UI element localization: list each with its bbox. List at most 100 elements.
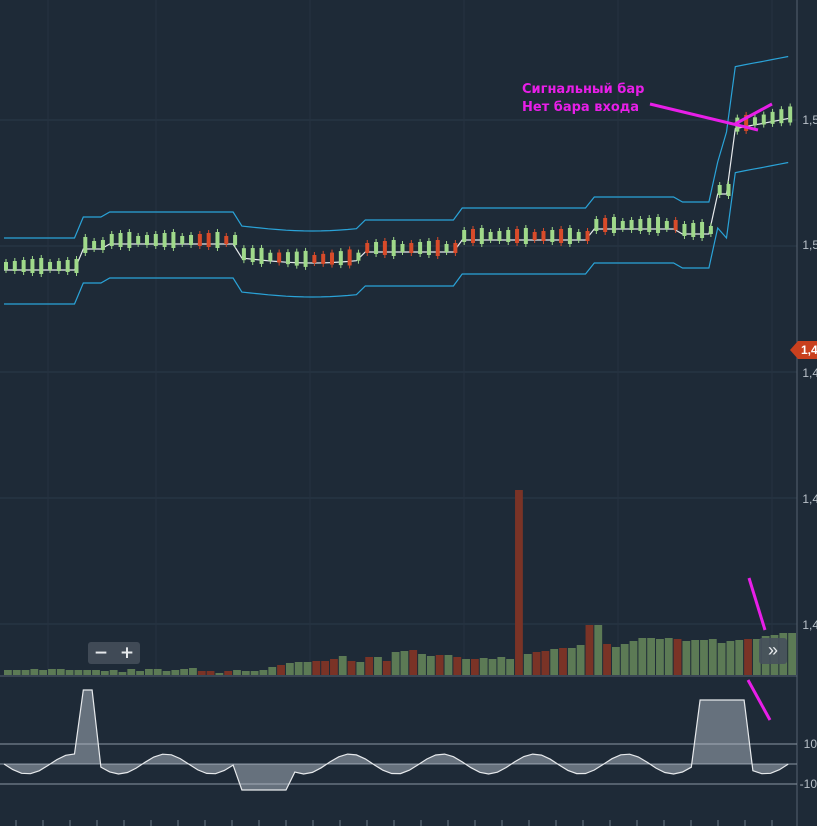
volume-bar <box>189 668 197 675</box>
volume-bar <box>30 669 39 675</box>
candle-body <box>189 235 194 245</box>
price-axis-label-2: 1,5 <box>802 238 817 252</box>
volume-bar <box>382 661 391 675</box>
zoom-controls: − + <box>88 642 140 664</box>
zoom-out-button[interactable]: − <box>93 642 109 663</box>
candle-body <box>136 236 141 244</box>
price-axis-label-3: 1,4 <box>802 366 817 380</box>
zoom-in-button[interactable]: + <box>119 642 135 663</box>
candle-body <box>206 233 211 247</box>
candle-body <box>153 234 158 246</box>
volume-bar <box>488 659 497 675</box>
volume-bar <box>224 671 233 675</box>
volume-bar <box>717 643 726 675</box>
candle-body <box>65 260 70 272</box>
volume-bar <box>100 671 109 675</box>
candle-body <box>400 244 405 252</box>
candle-body <box>603 218 608 232</box>
volume-bar <box>285 663 294 675</box>
volume-bar <box>347 661 356 675</box>
candle-body <box>12 261 17 271</box>
candle-body <box>470 229 475 243</box>
candle-body <box>409 243 414 253</box>
candle-body <box>48 262 53 270</box>
volume-bar <box>4 670 12 675</box>
volume-bar <box>162 671 171 675</box>
candle-body <box>664 221 669 229</box>
candle-body <box>180 236 185 244</box>
candle-body <box>330 252 335 265</box>
volume-bar <box>180 669 189 675</box>
volume-bar <box>206 671 215 675</box>
volume-bar <box>708 639 717 675</box>
volume-bar <box>744 639 752 675</box>
candle-body <box>788 106 793 123</box>
candle-body <box>779 109 784 124</box>
current-price-tag: 1,4 <box>790 341 817 359</box>
volume-bar <box>118 672 127 675</box>
signal-bar-annotation: Сигнальный бар <box>522 82 645 97</box>
volume-bar <box>92 670 100 675</box>
volume-bar <box>506 659 515 675</box>
volume-bar <box>233 670 241 675</box>
price-axis-label-4: 1,4 <box>802 492 817 506</box>
volume-bar <box>338 656 347 675</box>
volume-bar <box>259 670 268 675</box>
price-axis-label-5: 1,4 <box>802 618 817 632</box>
candle-body <box>444 244 449 252</box>
osc-arrow <box>746 679 772 721</box>
volume-bar <box>294 662 303 675</box>
volume-bar <box>400 651 409 675</box>
candle-body <box>303 250 308 267</box>
volume-bar <box>585 625 594 675</box>
volume-bar <box>497 657 506 675</box>
middle-band <box>4 117 789 271</box>
candle-body <box>550 230 555 242</box>
candle-body <box>541 231 546 241</box>
volume-bar <box>127 669 136 675</box>
volume-bar <box>109 670 118 675</box>
candle-body <box>726 184 731 196</box>
candle-body <box>418 242 423 254</box>
candle-body <box>144 235 149 245</box>
volume-bar <box>144 669 153 675</box>
volume-bar <box>700 640 708 675</box>
volume-bar <box>277 665 285 675</box>
volume-arrow <box>747 577 767 631</box>
volume-bar <box>523 654 532 675</box>
candle-body <box>559 229 564 243</box>
volume-bar <box>250 671 259 675</box>
candle-body <box>515 229 520 243</box>
volume-bar <box>673 639 682 675</box>
volume-bar <box>532 652 541 675</box>
scroll-right-button[interactable]: » <box>759 638 787 664</box>
volume-bar <box>153 669 162 675</box>
candle-body <box>365 243 370 253</box>
candle-body <box>277 252 282 263</box>
candle-body <box>453 243 458 253</box>
volume-bar <box>788 633 796 675</box>
volume-bar <box>576 645 585 675</box>
candle-body <box>682 224 687 236</box>
no-entry-bar-annotation: Нет бара входа <box>522 100 640 115</box>
volume-bar <box>603 644 611 675</box>
candle-body <box>629 220 634 230</box>
candle-body <box>92 241 97 249</box>
candle-body <box>109 234 114 246</box>
candle-body <box>656 217 661 233</box>
candle-body <box>647 218 652 232</box>
volume-bar <box>409 650 418 675</box>
osc-line <box>3 689 789 791</box>
volume-bar <box>462 659 470 675</box>
candle-body <box>435 240 440 256</box>
volume-bar <box>664 638 673 675</box>
candle-body <box>374 242 379 254</box>
volume-bar <box>638 638 647 675</box>
volume-bar <box>752 639 761 675</box>
candle-body <box>708 226 713 234</box>
volume-bar <box>594 625 603 675</box>
volume-bar <box>356 662 365 675</box>
candle-body <box>506 230 511 242</box>
volume-bar <box>444 655 453 675</box>
